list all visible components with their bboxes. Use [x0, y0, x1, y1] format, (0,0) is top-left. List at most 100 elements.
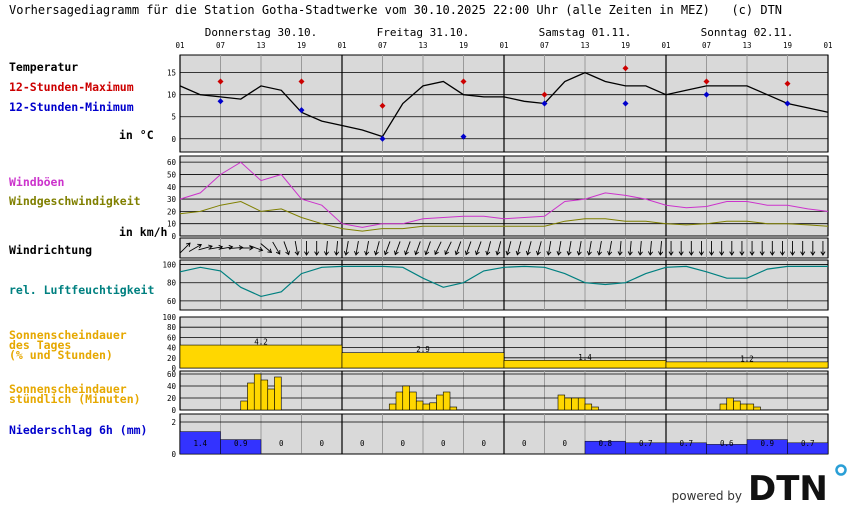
wind-arrow [515, 241, 522, 256]
arrow-shaft [578, 241, 582, 255]
wind-arrow [617, 240, 623, 256]
arrow-head [779, 251, 785, 256]
hour-tick: 01 [499, 41, 508, 50]
precip-label: 0.7 [801, 439, 815, 448]
y-tick-label: 10 [167, 220, 177, 229]
label-sun-hour-1: Sonnenscheindauer [9, 382, 127, 396]
arrow-shaft [649, 240, 652, 256]
wind-arrow [454, 241, 462, 256]
sun-hourly-bar [449, 406, 458, 411]
arrow-head [404, 250, 409, 256]
wind-arrow [179, 242, 191, 254]
hour-ticks: 01 07 13 19 01 07 13 19 01 07 13 19 01 07 13 19 01 [175, 41, 832, 50]
tmin-point [784, 100, 791, 107]
arrow-head [424, 250, 430, 256]
arrow-shaft [506, 241, 512, 255]
hour-tick: 01 [823, 41, 832, 50]
arrow-shaft [516, 241, 522, 255]
sun-hourly-bar [253, 373, 262, 411]
arrow-shaft [198, 245, 213, 251]
sun-daily-bar [179, 344, 343, 369]
sun-hourly-bar [739, 403, 748, 411]
wind-arrow [597, 241, 603, 256]
wind-arrow [566, 241, 572, 256]
arrow-shaft [444, 241, 452, 255]
arrow-head [197, 243, 202, 249]
wind-arrow [505, 241, 512, 256]
arrow-head [285, 250, 291, 256]
arrow-head [495, 250, 501, 256]
wind-arrow [688, 241, 694, 256]
arrow-shaft [335, 240, 338, 256]
humidity-line [179, 265, 828, 298]
tmax-point [298, 78, 305, 85]
arrow-shaft [465, 241, 472, 255]
wind-arrow [272, 241, 281, 255]
y-tick-label: 40 [167, 344, 177, 353]
precip-label: 0 [562, 439, 567, 448]
hour-tick: 07 [540, 41, 549, 50]
sun-hourly-bar [274, 376, 282, 411]
y-tick-label: 20 [167, 207, 177, 216]
wind-arrow [779, 241, 785, 256]
y-tick-label: 100 [162, 261, 176, 270]
label-windspeed: Windgeschwindigkeit [9, 194, 141, 208]
precip-label: 0 [319, 439, 324, 448]
arrow-head [258, 246, 264, 252]
wind-arrow [647, 240, 653, 256]
y-tick-label: 20 [167, 354, 177, 363]
tmin-point [217, 98, 224, 105]
label-tmax: 12-Stunden-Maximum [9, 80, 134, 94]
arrow-head [759, 251, 765, 256]
hour-tick: 13 [418, 41, 427, 50]
label-gusts: Windböen [9, 175, 64, 189]
y-tick-label: 0 [171, 232, 176, 241]
wind-arrow [294, 241, 300, 256]
sun-hourly-bar [564, 397, 572, 411]
tmax-point [460, 78, 467, 85]
precip-bar [787, 442, 829, 455]
sun-hourly-bar [247, 382, 255, 411]
arrow-head [607, 251, 613, 256]
arrow-shaft [568, 241, 572, 255]
wind-arrow [719, 241, 725, 256]
tmax-point [541, 91, 548, 98]
wind-arrow [198, 244, 213, 251]
wind-arrow [759, 241, 765, 256]
wind-arrow [586, 241, 592, 256]
wind-arrow [525, 241, 532, 256]
sun-hourly-bar [388, 403, 397, 411]
wind-arrow [627, 240, 633, 256]
arrow-head [658, 251, 664, 256]
sun-daily-bar [665, 361, 829, 369]
precip-label: 0.9 [760, 439, 774, 448]
arrow-head [474, 250, 480, 256]
y-tick-label: 0 [171, 450, 176, 459]
y-tick-label: 60 [167, 333, 177, 342]
arrow-shaft [375, 241, 380, 255]
wind-arrow [238, 245, 254, 251]
sun-hourly-bar [753, 406, 761, 411]
arrow-shaft [547, 241, 552, 255]
sun-daily-label: 1.2 [740, 354, 754, 363]
arrow-head [647, 251, 653, 256]
arrow-head [323, 251, 329, 256]
wind-arrow [188, 243, 202, 252]
arrow-shaft [404, 241, 411, 255]
y-tick-label: 100 [162, 313, 176, 322]
tmax-point [703, 78, 710, 85]
sun-hourly-bar [429, 402, 437, 411]
precip-label: 0 [360, 439, 365, 448]
y-tick-label: 0 [171, 135, 176, 144]
arrow-shaft [434, 241, 442, 255]
arrow-head [597, 251, 603, 256]
arrow-head [434, 250, 439, 256]
arrow-head [627, 251, 633, 256]
arrow-head [186, 242, 191, 248]
arrow-head [314, 251, 320, 256]
label-sun-day-3: (% und Stunden) [9, 348, 113, 362]
sun-hourly-bar [436, 394, 444, 411]
arrow-head [275, 250, 281, 255]
y-tick-label: 50 [167, 170, 177, 179]
